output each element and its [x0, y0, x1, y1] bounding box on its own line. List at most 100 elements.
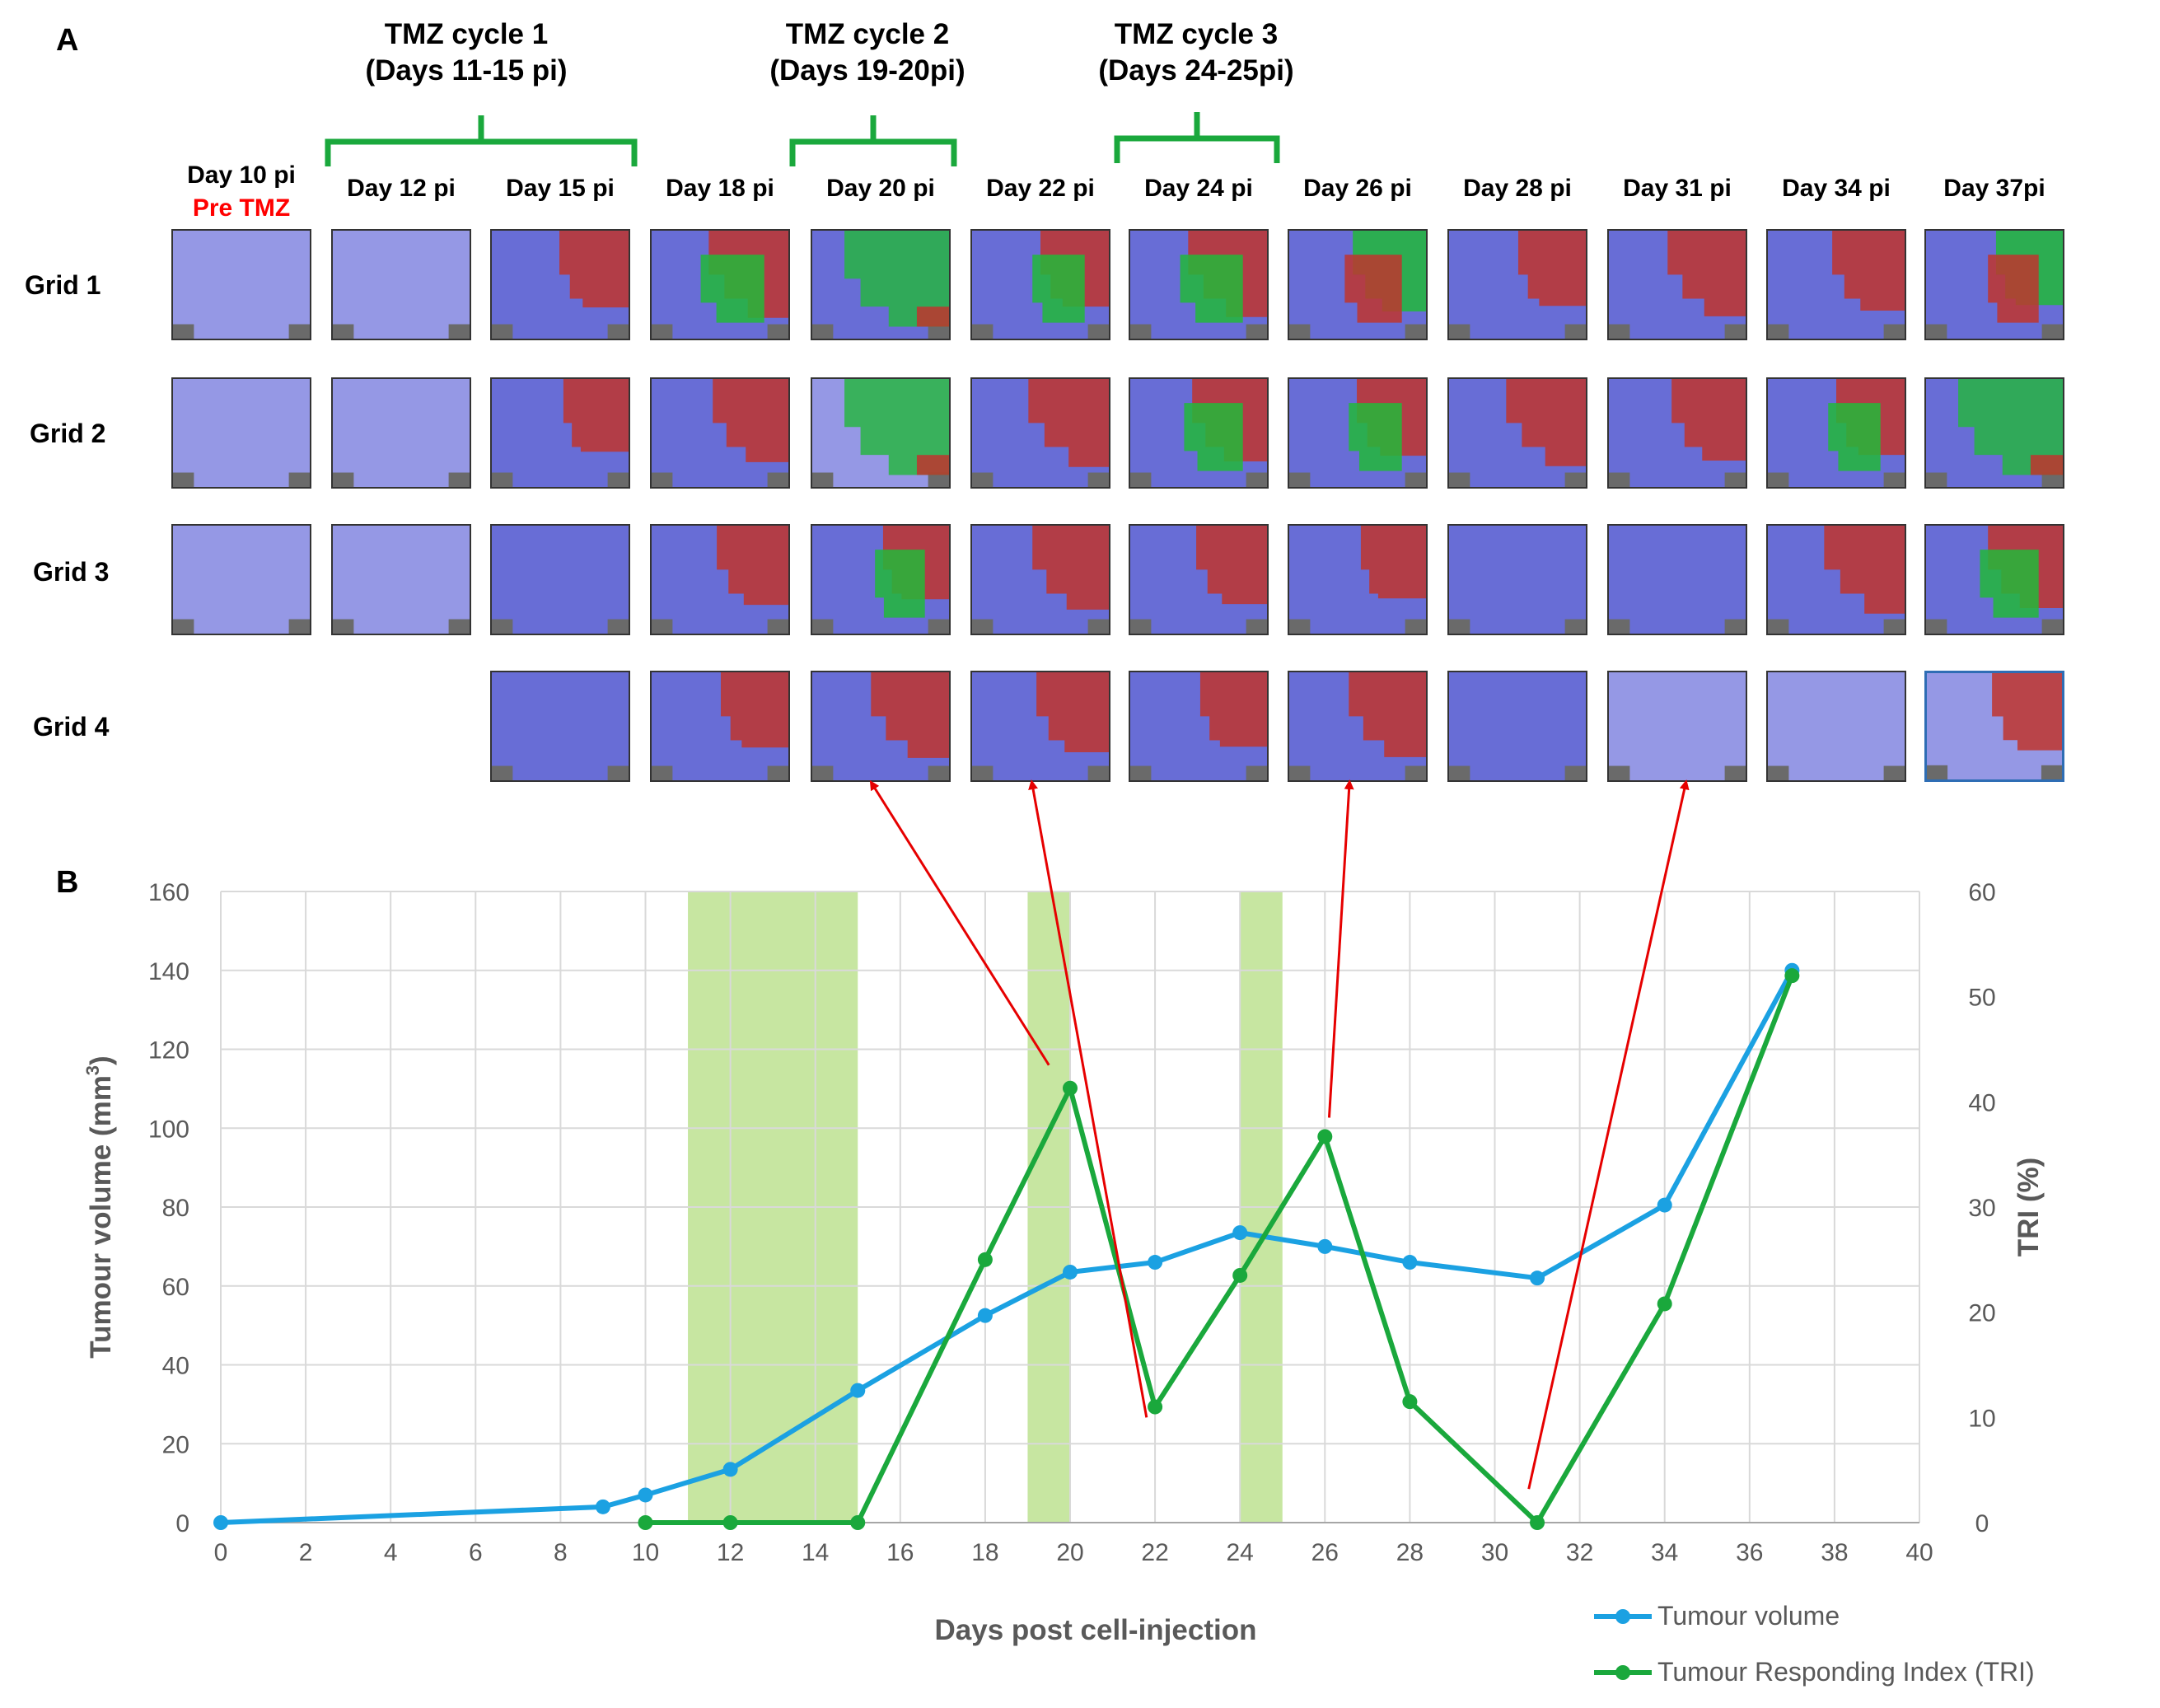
grid-2-label: Grid 2 — [30, 419, 106, 448]
mri-tile — [171, 229, 311, 340]
mri-tile — [1129, 229, 1269, 340]
legend-swatch-marker — [1615, 1609, 1630, 1624]
tmz-cycle-bracket — [789, 115, 957, 166]
x-tick-label: 36 — [1736, 1539, 1763, 1566]
grid-4-label: Grid 4 — [33, 712, 110, 742]
data-point-tri — [1063, 1080, 1078, 1096]
y2-tick-label: 60 — [1968, 879, 1995, 906]
x-tick-label: 10 — [632, 1539, 659, 1566]
x-tick-label: 22 — [1141, 1539, 1168, 1566]
y-axis-title-main: Tumour volume (mm — [85, 1075, 117, 1359]
mri-tile — [1607, 524, 1747, 635]
y-axis-title: Tumour volume (mm3) — [82, 1055, 117, 1358]
data-point-tumour-volume — [595, 1499, 610, 1514]
data-point-tri — [1232, 1267, 1248, 1283]
y2-tick-label: 40 — [1968, 1089, 1995, 1116]
legend-swatch-marker — [1615, 1665, 1630, 1680]
x-tick-label: 26 — [1311, 1539, 1339, 1566]
mri-tile — [490, 377, 630, 489]
day-label: Day 20 pi — [826, 175, 935, 202]
mri-tile — [811, 524, 951, 635]
data-point-tumour-volume — [850, 1383, 866, 1398]
y-tick-label: 20 — [162, 1431, 189, 1458]
day-label: Day 37pi — [1943, 175, 2045, 202]
mri-tile — [1766, 524, 1906, 635]
x-tick-label: 8 — [554, 1539, 568, 1566]
y-tick-label: 0 — [175, 1510, 189, 1537]
data-point-tri — [1657, 1296, 1672, 1312]
mri-tile — [1447, 671, 1587, 782]
legend-item: Tumour volume — [1594, 1601, 1840, 1631]
tmz-cycle-2-label: TMZ cycle 2 (Days 19-20pi) — [769, 18, 965, 87]
data-point-tumour-volume — [1317, 1238, 1333, 1254]
data-point-tumour-volume — [1402, 1255, 1418, 1270]
data-point-tri — [850, 1515, 866, 1530]
day-label: Day 15 pi — [506, 175, 615, 202]
x-tick-label: 4 — [384, 1539, 398, 1566]
mri-tile — [331, 229, 471, 340]
mri-tile — [490, 524, 630, 635]
mri-tile — [1129, 377, 1269, 489]
mri-tile — [1129, 524, 1269, 635]
mri-tile — [650, 524, 790, 635]
data-point-tumour-volume — [977, 1308, 993, 1323]
day-label: Day 18 pi — [666, 175, 774, 202]
x-tick-label: 16 — [886, 1539, 914, 1566]
x-tick-label: 34 — [1651, 1539, 1678, 1566]
data-point-tri — [1530, 1515, 1545, 1530]
y-axis-title-sup: 3 — [82, 1065, 103, 1075]
x-tick-label: 38 — [1821, 1539, 1848, 1566]
mri-tile — [970, 377, 1110, 489]
day-label: Day 31 pi — [1623, 175, 1732, 202]
pre-tmz-label: Pre TMZ — [192, 194, 291, 222]
annotation-arrow — [869, 779, 1050, 1066]
series-line-tumour-volume — [220, 969, 1794, 1525]
mri-tile — [1288, 524, 1428, 635]
mri-tile — [970, 524, 1110, 635]
annotation-arrow — [1327, 779, 1354, 1118]
day-label: Day 22 pi — [986, 175, 1095, 202]
y2-tick-label: 10 — [1968, 1405, 1995, 1432]
annotation-arrow — [1527, 779, 1690, 1490]
y2-axis-title: TRI (%) — [2013, 1158, 2045, 1257]
data-point-tumour-volume — [638, 1487, 653, 1503]
y-tick-label: 120 — [148, 1037, 189, 1065]
tmz-cycle-bracket — [325, 115, 638, 166]
mri-tile — [331, 377, 471, 489]
tmz-cycle-1-label: TMZ cycle 1 (Days 11-15 pi) — [365, 18, 568, 87]
y2-tick-label: 20 — [1968, 1300, 1995, 1327]
x-axis-title: Days post cell-injection — [935, 1614, 1257, 1646]
mri-tile — [490, 229, 630, 340]
x-tick-label: 24 — [1227, 1539, 1254, 1566]
y2-tick-label: 30 — [1968, 1195, 1995, 1222]
y-tick-label: 160 — [148, 879, 189, 906]
mri-tile — [1288, 671, 1428, 782]
x-tick-label: 14 — [802, 1539, 829, 1566]
mri-tile — [1607, 229, 1747, 340]
mri-tile — [650, 229, 790, 340]
x-tick-label: 0 — [214, 1539, 228, 1566]
y-axis-title-end: ) — [85, 1055, 117, 1065]
mri-tile — [811, 377, 951, 489]
panel-b-letter: B — [56, 865, 79, 900]
data-point-tumour-volume — [213, 1515, 228, 1530]
series-line-tri — [645, 975, 1795, 1525]
x-tick-label: 18 — [971, 1539, 998, 1566]
y-tick-label: 140 — [148, 958, 189, 985]
mri-tile — [1288, 229, 1428, 340]
x-tick-label: 2 — [299, 1539, 313, 1566]
x-tick-label: 32 — [1566, 1539, 1593, 1566]
data-point-tri — [722, 1515, 738, 1530]
x-tick-label: 6 — [469, 1539, 483, 1566]
legend-label: Tumour Responding Index (TRI) — [1657, 1657, 2035, 1687]
tmz-cycle-3-label: TMZ cycle 3 (Days 24-25pi) — [1098, 18, 1294, 87]
y2-tick-label: 0 — [1975, 1510, 1989, 1537]
tmz-cycle-bracket — [1114, 112, 1280, 163]
day-label: Day 34 pi — [1782, 175, 1891, 202]
data-point-tumour-volume — [1063, 1264, 1078, 1280]
data-point-tri — [1317, 1129, 1333, 1144]
day-label: Day 28 pi — [1463, 175, 1572, 202]
x-tick-label: 28 — [1396, 1539, 1424, 1566]
data-point-tri — [1784, 968, 1800, 984]
mri-tile — [811, 229, 951, 340]
